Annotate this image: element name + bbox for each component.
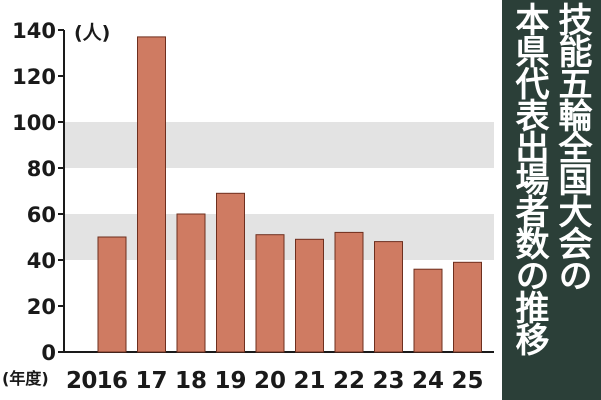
bar [295, 238, 324, 353]
y-tick-label: 0 [41, 341, 56, 365]
bar [374, 241, 403, 353]
x-axis-unit-label: (年度) [2, 369, 49, 388]
y-tick-label: 100 [12, 111, 56, 135]
y-tick-label: 80 [27, 157, 56, 181]
bar [216, 192, 245, 353]
y-tick-labels: 0 20 40 60 80 100 120 140 [12, 19, 64, 365]
x-tick-label: 18 [175, 368, 207, 394]
y-tick-label: 20 [27, 295, 56, 319]
y-tick-label: 40 [27, 249, 56, 273]
y-tick-label: 120 [12, 65, 56, 89]
x-tick-label: 22 [333, 368, 365, 394]
grid-bands [64, 122, 494, 260]
x-tick-label: 21 [293, 368, 325, 394]
x-tick-labels: 2016 17 18 19 20 21 22 23 24 25 [66, 368, 484, 394]
y-tick-label: 140 [12, 19, 56, 43]
chart-title-line-1: 技能五輪全国大会の [552, 2, 592, 290]
x-tick-label: 17 [135, 368, 167, 394]
x-tick-label: 20 [254, 368, 286, 394]
title-panel [502, 0, 601, 400]
y-axis-unit-label: (人) [74, 22, 110, 44]
grid-band-2 [64, 122, 494, 168]
x-tick-label: 24 [412, 368, 444, 394]
chart-title-line-2: 本県代表出場者数の推移 [509, 2, 549, 354]
bar [334, 231, 364, 353]
bar [97, 236, 127, 353]
bar [255, 234, 285, 353]
x-tick-label: 23 [372, 368, 404, 394]
x-tick-label: 2016 [66, 368, 128, 394]
bars [97, 36, 482, 353]
bar [413, 268, 443, 353]
bar [137, 36, 166, 353]
bar [453, 261, 482, 353]
y-tick-label: 60 [27, 203, 56, 227]
x-tick-label: 19 [214, 368, 246, 394]
x-tick-label: 25 [451, 368, 483, 394]
bar [176, 213, 206, 353]
